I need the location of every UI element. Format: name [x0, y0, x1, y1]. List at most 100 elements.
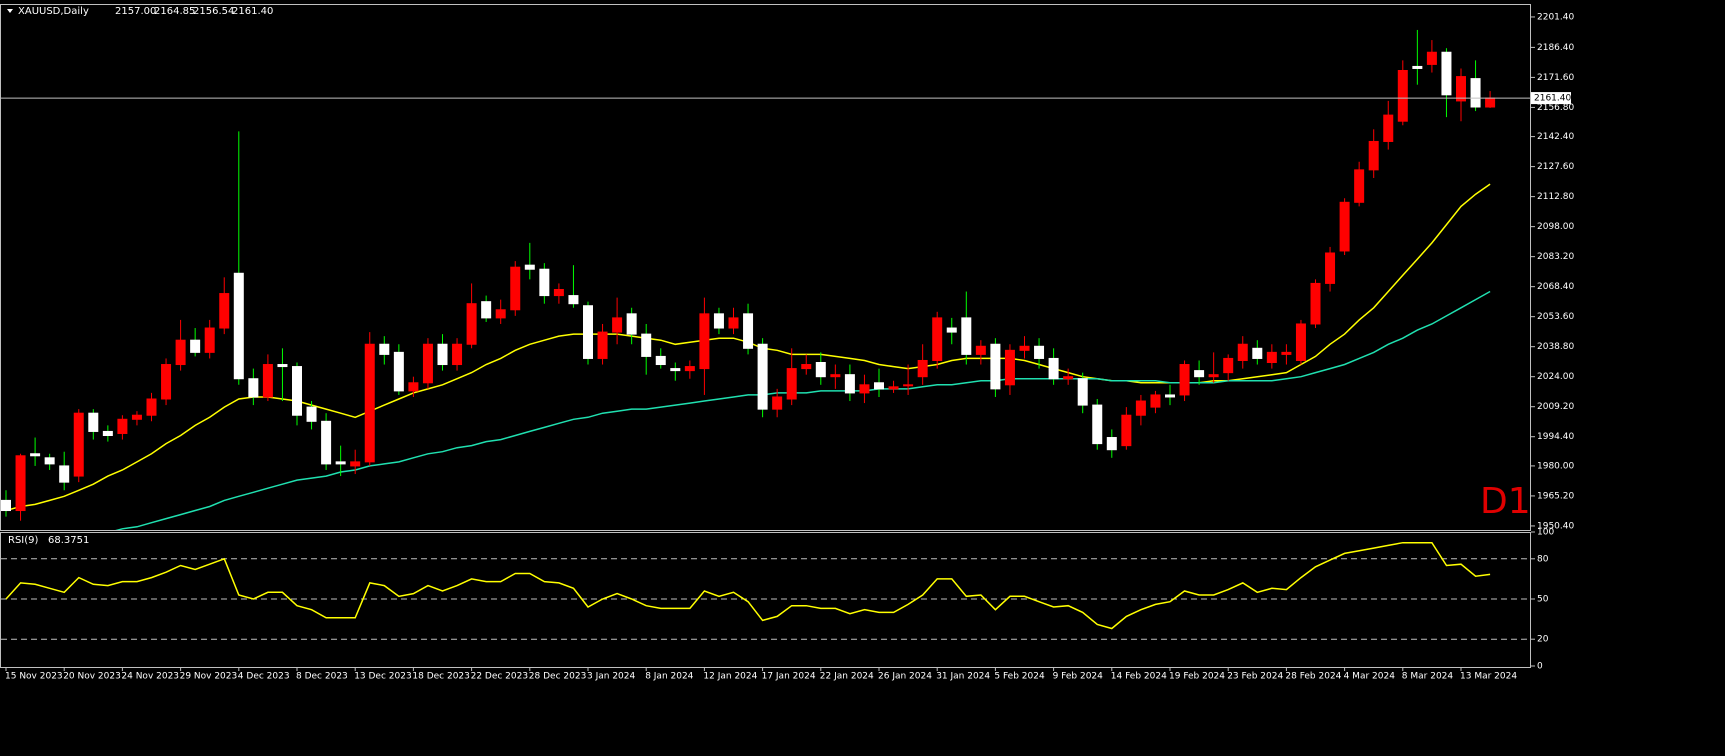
- candle-body: [1485, 97, 1496, 108]
- y-tick-label: 2142.40: [1537, 132, 1574, 142]
- candle-body: [350, 461, 361, 467]
- candle-body: [1266, 351, 1277, 364]
- candle-body: [262, 364, 273, 398]
- x-tick-label: 17 Jan 2024: [762, 672, 816, 682]
- candle-body: [1106, 437, 1117, 451]
- candle-body: [1063, 376, 1074, 380]
- candle-body: [1223, 357, 1234, 374]
- candle-body: [1252, 347, 1263, 359]
- candle-body: [597, 331, 608, 359]
- candle-body: [830, 374, 841, 378]
- candle-body: [990, 343, 1001, 390]
- x-tick-label: 9 Feb 2024: [1053, 672, 1104, 682]
- candle-body: [335, 461, 346, 465]
- candle-body: [1048, 357, 1059, 380]
- candle-body: [1019, 345, 1030, 351]
- candle-body: [961, 317, 972, 355]
- candle-body: [553, 289, 564, 297]
- candle-body: [728, 317, 739, 329]
- y-tick-label: 1994.40: [1537, 432, 1574, 442]
- candle-body: [422, 343, 433, 384]
- x-tick-label: 13 Dec 2023: [354, 672, 412, 682]
- candle-body: [684, 366, 695, 372]
- x-tick-label: 8 Dec 2023: [296, 672, 348, 682]
- x-tick-label: 14 Feb 2024: [1111, 672, 1167, 682]
- y-tick-label: 2201.40: [1537, 12, 1574, 22]
- candle-body: [1397, 69, 1408, 122]
- price-label-box: [1531, 92, 1571, 105]
- candle-body: [1208, 374, 1219, 378]
- rsi-value: 68.3751: [48, 535, 89, 546]
- header-value: 2156.54: [193, 6, 234, 17]
- x-tick-label: 29 Nov 2023: [180, 672, 238, 682]
- y-tick-label: 2112.80: [1537, 192, 1574, 202]
- candle-body: [277, 364, 288, 368]
- y-tick-label: 2127.60: [1537, 162, 1574, 172]
- y-tick-label: 2098.00: [1537, 222, 1574, 232]
- candle-body: [1121, 414, 1132, 447]
- main-plot: [1, 29, 1496, 530]
- candle-body: [1383, 114, 1394, 142]
- header-symbol: XAUUSD,Daily: [18, 6, 89, 17]
- rsi-name: RSI(9): [8, 535, 39, 546]
- candle-body: [408, 382, 419, 392]
- candle-body: [190, 339, 201, 353]
- candle-body: [917, 359, 928, 378]
- rsi-plot: [1, 541, 1530, 640]
- candle-body: [1441, 51, 1452, 96]
- moving-average: [115, 290, 1491, 530]
- candle-body: [1295, 323, 1306, 361]
- candle-body: [44, 457, 55, 465]
- y-tick-label: 2038.80: [1537, 342, 1574, 352]
- candle-body: [1004, 349, 1015, 386]
- y-tick-label: 1965.20: [1537, 491, 1574, 501]
- candle-body: [437, 343, 448, 366]
- candle-body: [612, 317, 623, 333]
- candle-body: [1092, 404, 1103, 445]
- candle-body: [321, 420, 332, 465]
- candle-body: [452, 343, 463, 366]
- rsi-y-tick-label: 50: [1537, 595, 1549, 605]
- candle-body: [306, 406, 317, 422]
- y-tick-label: 2156.80: [1537, 103, 1574, 113]
- y-tick-label: 2068.40: [1537, 282, 1574, 292]
- x-tick-label: 4 Mar 2024: [1344, 672, 1396, 682]
- candle-body: [204, 327, 215, 353]
- candle-body: [801, 364, 812, 370]
- y-tick-label: 1980.00: [1537, 461, 1574, 471]
- rsi-y-tick-label: 80: [1537, 554, 1549, 564]
- candle-body: [699, 313, 710, 370]
- candle-body: [859, 384, 870, 394]
- x-tick-label: 4 Dec 2023: [238, 672, 290, 682]
- x-tick-label: 5 Feb 2024: [994, 672, 1045, 682]
- header-value: 2157.00: [115, 6, 156, 17]
- rsi-line: [5, 541, 1491, 630]
- x-tick-label: 28 Dec 2023: [529, 672, 587, 682]
- candle-body: [481, 301, 492, 319]
- candle-body: [219, 293, 230, 329]
- candle-body: [524, 264, 535, 270]
- candle-body: [73, 412, 84, 477]
- candle-body: [568, 295, 579, 305]
- candle-body: [1165, 394, 1175, 398]
- candle-body: [655, 355, 666, 366]
- candle-body: [15, 455, 26, 512]
- x-tick-label: 20 Nov 2023: [63, 672, 121, 682]
- candle-body: [175, 339, 186, 366]
- candle-body: [1339, 201, 1350, 252]
- candle-body: [131, 414, 142, 420]
- candle-body: [583, 305, 593, 359]
- candle-body: [248, 378, 259, 398]
- candle-body: [233, 272, 244, 380]
- candle-body: [1237, 343, 1248, 361]
- rsi-y-tick-label: 0: [1537, 662, 1543, 672]
- candle-body: [510, 266, 521, 311]
- rsi-y-tick-label: 100: [1537, 528, 1554, 538]
- x-tick-label: 3 Jan 2024: [587, 672, 635, 682]
- y-tick-label: 2083.20: [1537, 252, 1574, 262]
- candle-body: [1034, 345, 1045, 359]
- x-tick-label: 22 Jan 2024: [820, 672, 874, 682]
- y-tick-label: 2053.60: [1537, 312, 1574, 322]
